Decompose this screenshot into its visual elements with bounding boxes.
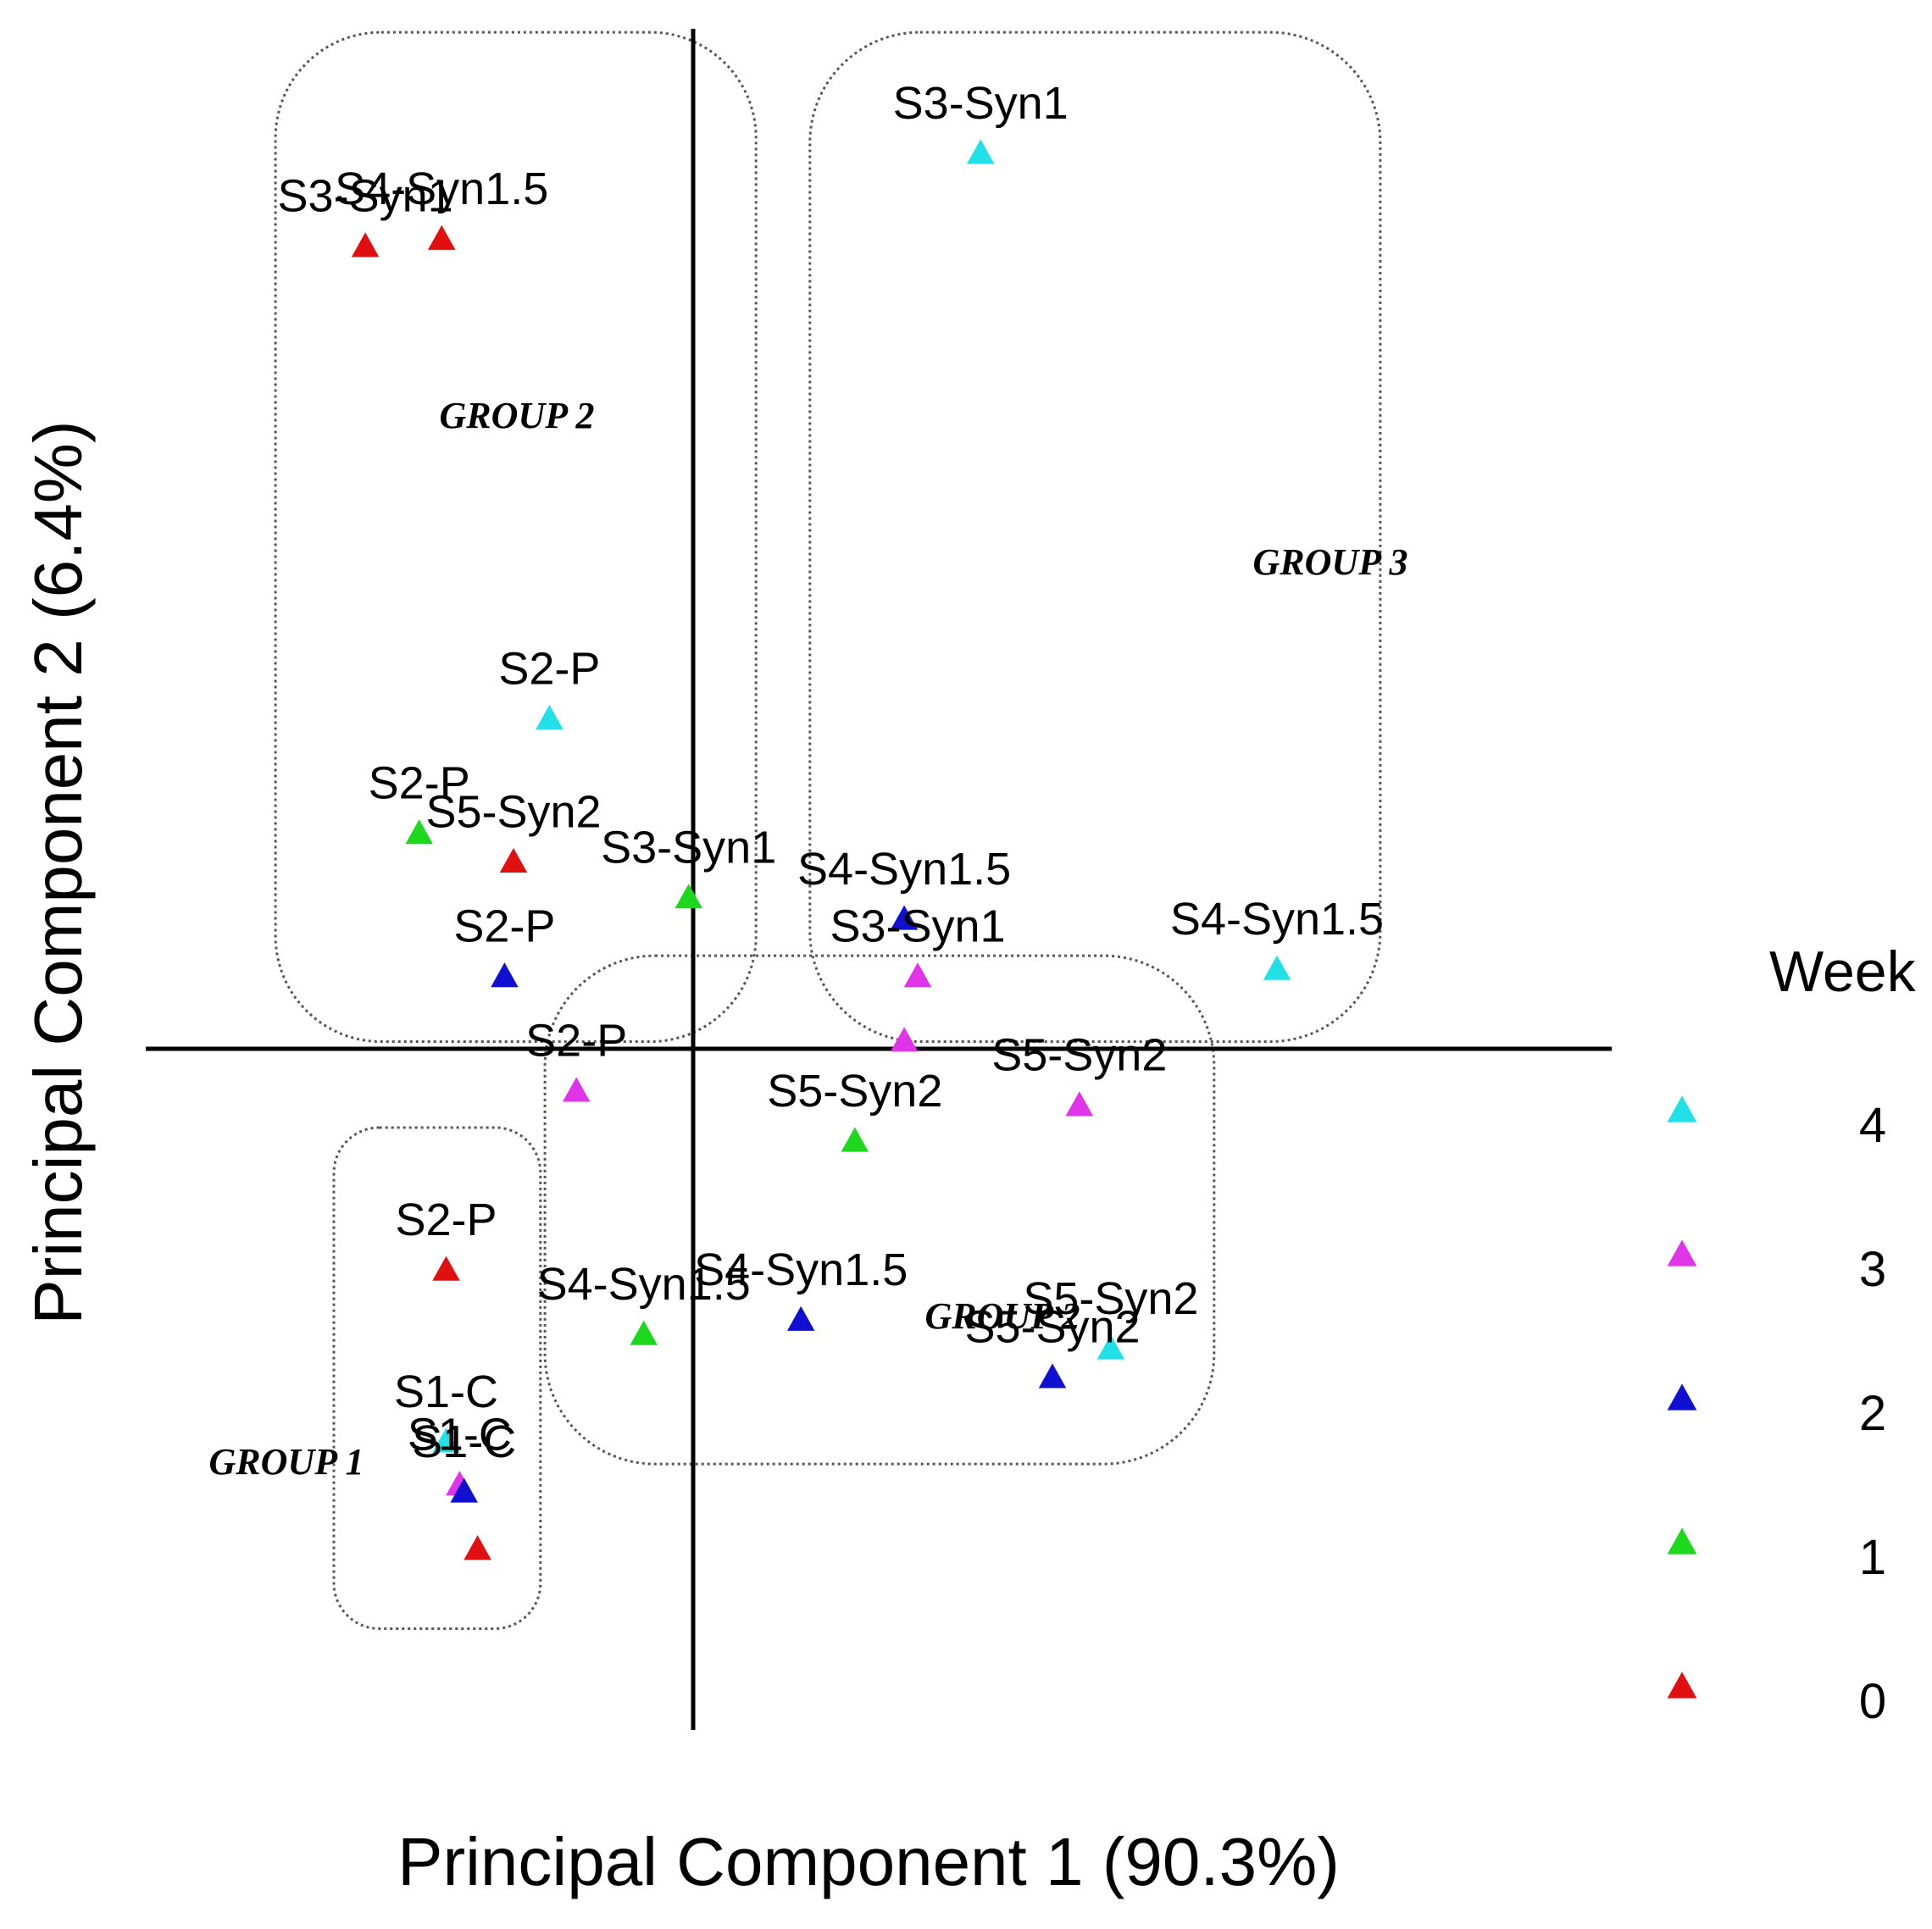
group-label: GROUP 2 bbox=[440, 395, 595, 436]
data-point-week-0 bbox=[499, 847, 528, 873]
point-label: S5-Syn2 bbox=[767, 1066, 942, 1117]
point-label: S3-Syn1 bbox=[830, 901, 1005, 952]
data-point-week-0 bbox=[432, 1256, 460, 1281]
point-label: S3-Syn1 bbox=[601, 823, 776, 873]
legend-label: 1 bbox=[1859, 1530, 1886, 1585]
point-label: S5-Syn2 bbox=[964, 1302, 1140, 1353]
point-label: S1-C bbox=[408, 1409, 512, 1460]
data-point-week-0 bbox=[427, 224, 456, 250]
group-box bbox=[332, 1126, 542, 1630]
point-label: S4-Syn1.5 bbox=[537, 1259, 751, 1310]
point-label: S2-P bbox=[525, 1016, 627, 1067]
point-label: S3-Syn1 bbox=[893, 78, 1069, 129]
data-point-week-2 bbox=[890, 905, 919, 930]
data-point-week-4 bbox=[432, 1427, 460, 1453]
data-point-week-2 bbox=[450, 1477, 478, 1503]
data-point-week-3 bbox=[562, 1077, 591, 1102]
point-label: S5-Syn2 bbox=[991, 1030, 1167, 1081]
data-point-week-2 bbox=[491, 962, 519, 988]
legend-label: 3 bbox=[1859, 1242, 1886, 1297]
data-point-week-1 bbox=[405, 819, 433, 845]
y-axis-title: Principal Component 2 (6.4%) bbox=[20, 420, 96, 1324]
group-label: GROUP 1 bbox=[209, 1441, 364, 1483]
data-point-week-3 bbox=[1065, 1091, 1094, 1117]
point-label: S2-P bbox=[453, 901, 555, 952]
point-label: S4-Syn1.5 bbox=[694, 1244, 908, 1295]
legend-label: 2 bbox=[1859, 1386, 1886, 1441]
group-boxes: GROUP 2 GROUP 3 GROUP 2 GROUP 1 bbox=[209, 30, 1408, 1630]
point-label: S3-Syn1 bbox=[278, 171, 453, 222]
legend-marker bbox=[1667, 1095, 1697, 1122]
data-point-week-2 bbox=[1038, 1363, 1067, 1389]
point-label: S5-Syn2 bbox=[1023, 1273, 1198, 1324]
data-point-week-4 bbox=[1096, 1334, 1125, 1360]
data-points bbox=[351, 139, 1291, 1560]
legend-marker bbox=[1667, 1239, 1697, 1267]
legend-label: 0 bbox=[1859, 1674, 1886, 1729]
data-point-week-1 bbox=[630, 1320, 658, 1345]
data-point-week-4 bbox=[536, 704, 564, 730]
x-axis-title: Principal Component 1 (90.3%) bbox=[397, 1824, 1340, 1899]
point-label: S2-P bbox=[395, 1195, 497, 1245]
axes bbox=[146, 29, 1612, 1730]
point-label: S4-Syn1.5 bbox=[335, 164, 548, 214]
point-label: S5-Syn2 bbox=[425, 786, 601, 837]
group-box bbox=[543, 954, 1216, 1466]
point-label: S4-Syn1.5 bbox=[797, 844, 1011, 895]
point-labels: S3-Syn1 S2-P S4-Syn1.5 S5-Syn2 S1-C S3-Syn1 S2… bbox=[278, 78, 1385, 1467]
group-label: GROUP 2 bbox=[925, 1295, 1080, 1337]
point-label: S1-C bbox=[394, 1366, 498, 1417]
point-label: S4-Syn1.5 bbox=[1170, 894, 1384, 945]
data-point-week-1 bbox=[675, 884, 702, 909]
group-label: GROUP 3 bbox=[1253, 541, 1408, 583]
data-point-week-2 bbox=[786, 1305, 815, 1331]
data-point-week-4 bbox=[1263, 955, 1291, 980]
legend-title: Week bbox=[1769, 940, 1917, 1004]
data-point-week-0 bbox=[464, 1535, 491, 1560]
point-label: S2-P bbox=[369, 758, 470, 809]
group-box bbox=[808, 30, 1382, 1044]
data-point-week-4 bbox=[966, 139, 995, 164]
legend-marker bbox=[1667, 1383, 1697, 1411]
data-point-week-3 bbox=[903, 962, 932, 988]
data-point-week-1 bbox=[841, 1127, 869, 1152]
data-point-week-3 bbox=[890, 1027, 919, 1052]
legend-marker bbox=[1667, 1671, 1697, 1699]
legend-marker bbox=[1667, 1527, 1697, 1555]
point-label: S1-C bbox=[412, 1416, 516, 1467]
legend: Week 4 3 2 1 0 bbox=[1667, 940, 1917, 1729]
data-point-week-0 bbox=[351, 232, 380, 258]
point-label: S2-P bbox=[498, 643, 600, 694]
legend-label: 4 bbox=[1859, 1098, 1886, 1153]
